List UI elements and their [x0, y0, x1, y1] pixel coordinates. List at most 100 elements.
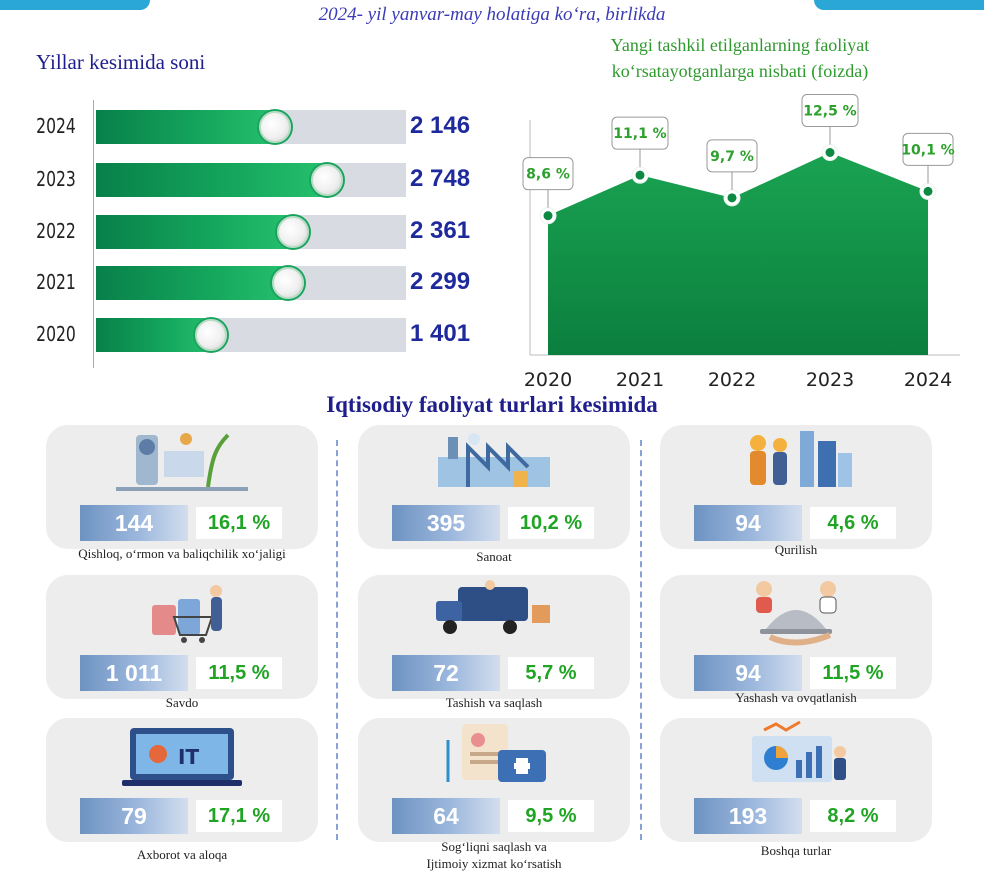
category-label: Tashish va saqlash — [358, 694, 630, 711]
factory-icon — [428, 427, 560, 499]
category-percent: 11,5 % — [810, 657, 896, 689]
category-percent: 10,2 % — [508, 507, 594, 539]
category-count: 144 — [80, 505, 188, 541]
category-label: Qurilish — [660, 541, 932, 558]
x-tick-label: 2024 — [904, 369, 952, 390]
callout-box — [902, 132, 954, 166]
category-percent: 17,1 % — [196, 800, 282, 832]
bar-value-label: 2 748 — [410, 165, 471, 192]
category-label-line: Ijtimoiy xizmat koʻrsatish — [426, 856, 562, 871]
section-title: Iqtisodiy faoliyat turlari kesimida — [326, 392, 658, 417]
top-accent-band-right — [814, 0, 984, 10]
bar — [96, 163, 333, 197]
area-chart: 8,6 % 2020 11,1 % 2021 9,7 % 2022 12,5 % 2023 10… — [522, 94, 960, 390]
callout-box — [611, 116, 669, 150]
truck-icon — [428, 577, 560, 649]
area-point-center — [727, 193, 737, 203]
bar-value-label: 2 299 — [410, 268, 471, 295]
category-label: Savdo — [46, 694, 318, 711]
category-label: Sanoat — [358, 548, 630, 565]
category-percent: 5,7 % — [508, 657, 594, 689]
area-series-fill — [548, 152, 928, 355]
category-label: Yashash va ovqatlanish — [660, 689, 932, 706]
data-label: 11,1 % — [613, 126, 666, 142]
category-label-line: Axborot va aloqa — [136, 847, 228, 862]
category-card: 94 4,6 % — [660, 425, 932, 549]
data-label: 12,5 % — [803, 104, 856, 120]
category-label: Axborot va aloqa — [46, 846, 318, 863]
category-label-line: Qurilish — [774, 542, 818, 557]
data-label: 9,7 % — [710, 149, 754, 165]
bar-value-label: 1 401 — [410, 320, 471, 347]
category-label: Boshqa turlar — [660, 842, 932, 859]
catering-icon — [730, 577, 862, 649]
category-card: IT 79 17,1 % — [46, 718, 318, 842]
column-divider-2 — [640, 440, 642, 840]
area-chart-title-line-2: koʻrsatayotganlarga nisbati (foizda) — [611, 61, 869, 81]
area-point-center — [923, 186, 933, 196]
data-label: 8,6 % — [526, 167, 570, 183]
bar-track — [96, 163, 406, 197]
top-accent-band-left — [0, 0, 150, 10]
it-laptop-icon: IT — [116, 720, 248, 792]
area-point-center — [635, 170, 645, 180]
category-label-line: Boshqa turlar — [760, 843, 832, 858]
category-percent: 9,5 % — [508, 800, 594, 832]
bar-track — [96, 215, 406, 249]
page-subtitle: 2024- yil yanvar-may holatiga koʻra, bir… — [318, 4, 666, 25]
bar-value-label: 2 146 — [410, 112, 471, 139]
bar-chart-axis — [93, 100, 94, 368]
category-count: 64 — [392, 798, 500, 834]
category-label-line: Savdo — [165, 695, 199, 710]
category-card: 72 5,7 % — [358, 575, 630, 699]
bar-year-label: 2021 — [36, 270, 76, 294]
medical-icon — [428, 720, 560, 792]
x-tick-label: 2020 — [524, 369, 572, 390]
category-count: 79 — [80, 798, 188, 834]
bar — [96, 266, 294, 300]
category-label: Qishloq, oʻrmon va baliqchilik xoʻjaligi — [46, 545, 318, 562]
bar-chart-title: Yillar kesimida soni — [36, 50, 206, 74]
category-label-line: Qishloq, oʻrmon va baliqchilik xoʻjaligi — [78, 546, 286, 561]
bar-year-label: 2022 — [36, 219, 76, 243]
shopping-icon — [116, 577, 248, 649]
column-divider-1 — [336, 440, 338, 840]
category-percent: 4,6 % — [810, 507, 896, 539]
bar-track — [96, 110, 406, 144]
construction-icon — [730, 427, 862, 499]
bar — [96, 215, 299, 249]
category-count: 193 — [694, 798, 802, 834]
x-tick-label: 2022 — [708, 369, 756, 390]
category-label: Sogʻliqni saqlash va Ijtimoiy xizmat koʻr… — [358, 838, 630, 872]
x-tick-label: 2021 — [616, 369, 664, 390]
category-percent: 16,1 % — [196, 507, 282, 539]
category-card: 144 16,1 % — [46, 425, 318, 549]
bar-knob — [277, 216, 309, 248]
category-card: 395 10,2 % — [358, 425, 630, 549]
bar-year-label: 2020 — [36, 322, 76, 346]
x-tick-label: 2023 — [806, 369, 854, 390]
bar-track — [96, 266, 406, 300]
category-percent: 11,5 % — [196, 657, 282, 689]
category-card: 1 011 11,5 % — [46, 575, 318, 699]
category-label-line: Sogʻliqni saqlash va — [441, 839, 547, 854]
bar-knob — [272, 267, 304, 299]
category-card: 193 8,2 % — [660, 718, 932, 842]
area-chart-title-line-1: Yangi tashkil etilganlarning faoliyat — [610, 35, 870, 55]
category-count: 1 011 — [80, 655, 188, 691]
bar-knob — [259, 111, 291, 143]
data-label: 10,1 % — [901, 142, 954, 158]
category-count: 94 — [694, 655, 802, 691]
category-card: 94 11,5 % — [660, 575, 932, 699]
bar-knob — [311, 164, 343, 196]
category-label-line: Tashish va saqlash — [445, 695, 543, 710]
category-percent: 8,2 % — [810, 800, 896, 832]
svg-text:IT: IT — [178, 745, 199, 769]
bar-year-label: 2023 — [36, 167, 76, 191]
category-card: 64 9,5 % — [358, 718, 630, 842]
bar-value-label: 2 361 — [410, 217, 471, 244]
category-label-line: Sanoat — [476, 549, 512, 564]
bar-track — [96, 318, 406, 352]
bar — [96, 110, 281, 144]
category-count: 395 — [392, 505, 500, 541]
